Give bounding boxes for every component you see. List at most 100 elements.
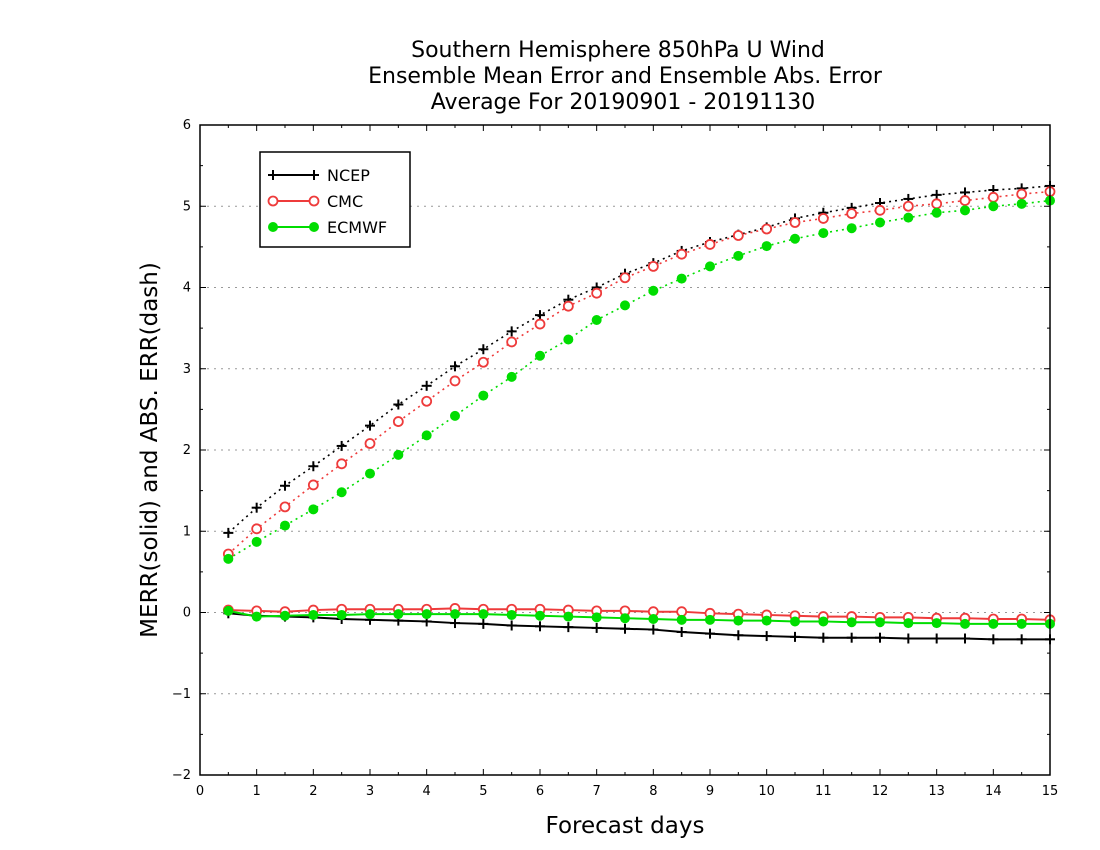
ecmwf-merr-point [223, 605, 234, 616]
ncep-abs-err-point [393, 399, 404, 410]
ecmwf-merr-point [251, 611, 262, 622]
ncep-merr-point [818, 632, 829, 643]
ecmwf-abs-err-point [365, 468, 375, 479]
ncep-merr-point [846, 632, 857, 643]
x-tick-label: 6 [536, 784, 544, 799]
y-tick-label: 4 [183, 281, 191, 296]
cmc-abs-err-point [619, 272, 631, 284]
x-tick-label: 8 [649, 784, 657, 799]
ncep-abs-err-point [421, 380, 432, 391]
ncep-abs-err-point [336, 440, 347, 451]
ecmwf-merr-point [988, 618, 999, 629]
cmc-abs-err-point [307, 479, 319, 491]
legend-marker-ecmwf [309, 222, 319, 232]
ncep-abs-err-point [478, 344, 489, 355]
ecmwf-abs-err-point [733, 250, 744, 261]
x-tick-label: 3 [366, 784, 374, 799]
cmc-abs-err-point [987, 191, 999, 203]
ecmwf-abs-err-point [223, 553, 234, 564]
ecmwf-merr-point [421, 609, 432, 620]
x-tick-label: 0 [196, 784, 204, 799]
ecmwf-abs-err-point [960, 205, 970, 216]
ncep-merr-point [450, 618, 460, 629]
ecmwf-merr-point [393, 609, 404, 620]
legend-label-ecmwf: ECMWF [327, 218, 387, 237]
ecmwf-merr-point [365, 609, 375, 620]
ncep-abs-err-point [251, 502, 262, 513]
ecmwf-abs-err-point [506, 371, 517, 382]
ncep-abs-err-point [535, 310, 545, 321]
x-tick-label: 13 [928, 784, 945, 799]
cmc-abs-err-point [732, 230, 744, 241]
y-tick-label: 6 [183, 118, 191, 133]
ncep-merr-point [761, 631, 772, 642]
ecmwf-merr-point [591, 612, 602, 623]
legend-box [259, 151, 411, 248]
cmc-abs-err-line [227, 190, 1051, 555]
ecmwf-abs-err-point [421, 430, 432, 441]
ecmwf-merr-point [846, 617, 857, 628]
legend-marker-cmc [267, 195, 279, 207]
cmc-abs-err-point [562, 300, 574, 312]
ncep-merr-point [620, 623, 630, 634]
x-tick-label: 5 [479, 784, 487, 799]
x-axis-label: Forecast days [546, 813, 705, 839]
ecmwf-abs-err-point [903, 212, 914, 223]
ecmwf-merr-point [931, 618, 942, 629]
ecmwf-merr-point [733, 615, 744, 626]
ecmwf-abs-err-point [563, 334, 574, 345]
ncep-merr-point [705, 628, 715, 639]
cmc-abs-err-point [449, 375, 461, 387]
ncep-merr-point [506, 620, 517, 631]
x-tick-label: 7 [593, 784, 601, 799]
x-tick-label: 14 [985, 784, 1002, 799]
ncep-abs-err-point [308, 461, 319, 472]
cmc-abs-err-point [364, 438, 376, 449]
ncep-merr-point [903, 633, 914, 644]
legend-label-cmc: CMC [327, 192, 363, 211]
cmc-abs-err-point [789, 217, 801, 228]
title-line-1: Southern Hemisphere 850hPa U Wind [411, 38, 825, 63]
x-tick-label: 15 [1042, 784, 1059, 799]
ecmwf-abs-err-point [676, 273, 687, 284]
ecmwf-abs-err-point [450, 410, 460, 421]
cmc-abs-err-point [647, 260, 659, 272]
cmc-abs-err-point [251, 523, 263, 535]
x-tick-label: 10 [758, 784, 775, 799]
ecmwf-abs-err-point [280, 520, 290, 531]
ecmwf-merr-point [676, 614, 687, 625]
ncep-merr-point [563, 622, 574, 633]
ecmwf-abs-err-point [931, 207, 942, 218]
ecmwf-merr-point [280, 610, 290, 621]
cmc-abs-err-point [279, 501, 291, 513]
ecmwf-abs-err-point [251, 536, 262, 547]
ecmwf-merr-point [875, 617, 885, 628]
ncep-merr-point [1016, 634, 1027, 645]
y-tick-label: 5 [183, 199, 191, 214]
ncep-abs-err-point [280, 480, 290, 491]
x-tick-label: 4 [423, 784, 431, 799]
ecmwf-merr-point [761, 615, 772, 626]
ecmwf-merr-point [450, 609, 460, 620]
cmc-abs-err-point [477, 356, 489, 368]
ecmwf-abs-err-point [846, 223, 857, 234]
ecmwf-merr-point [563, 611, 574, 622]
ncep-abs-err-point [506, 326, 517, 337]
x-tick-label: 9 [706, 784, 714, 799]
ncep-merr-point [591, 622, 602, 633]
ecmwf-merr-point [478, 609, 489, 620]
ecmwf-merr-point [506, 609, 517, 620]
ecmwf-abs-err-point [535, 350, 545, 361]
ecmwf-abs-err-point [648, 285, 659, 296]
ncep-merr-point [988, 634, 999, 645]
ecmwf-abs-err-line [227, 199, 1051, 560]
cmc-abs-err-point [1016, 188, 1028, 200]
chart-title: Southern Hemisphere 850hPa U Wind Ensemb… [368, 38, 883, 115]
ncep-merr-point [790, 631, 800, 642]
ecmwf-abs-err-point [393, 449, 404, 460]
ncep-merr-point [648, 624, 659, 635]
legend-label-ncep: NCEP [327, 166, 370, 185]
cmc-abs-err-point [704, 239, 716, 250]
y-axis-label: MERR(solid) and ABS. ERR(dash) [137, 262, 163, 638]
